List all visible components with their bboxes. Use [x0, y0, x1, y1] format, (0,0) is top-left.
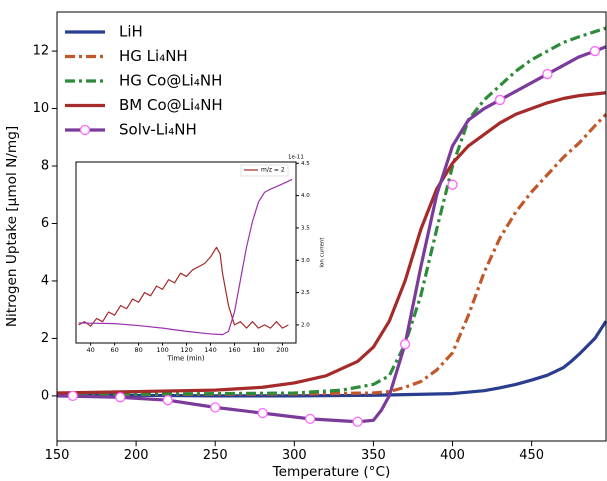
x-tick-label: 350: [361, 448, 386, 463]
x-tick-label: 60: [110, 346, 118, 354]
legend-label: HG Li₄NH: [119, 47, 188, 65]
marker: [352, 416, 363, 427]
y2-tick-label: 2.5: [301, 290, 310, 296]
marker: [399, 339, 411, 350]
x-tick-label: 80: [134, 346, 142, 354]
y2-tick-label: 4.5: [301, 161, 310, 167]
y2-tick-label: 2.0: [301, 322, 310, 328]
y2-offset: 1e-11: [288, 155, 304, 161]
x-axis-label: Temperature (°C): [272, 464, 391, 480]
marker: [589, 45, 601, 57]
y-axis-label: Nitrogen Uptake [μmol N/mg]: [4, 126, 20, 327]
y2-tick-label: 3.5: [301, 225, 310, 231]
x-tick-label: 40: [86, 346, 94, 354]
legend-label: Solv-Li₄NH: [119, 121, 197, 139]
x-tick-label: 140: [204, 346, 216, 354]
marker: [210, 402, 221, 413]
series-line: [78, 178, 293, 336]
marker: [67, 390, 78, 402]
marker: [162, 395, 173, 406]
frame: [75, 161, 297, 344]
marker: [257, 407, 268, 419]
y2-tick-label: 3.0: [301, 258, 310, 264]
series-line: [56, 320, 607, 398]
legend-box: [240, 164, 289, 177]
x-axis-label: Time (min): [167, 355, 205, 363]
x-tick-label: 400: [440, 448, 465, 463]
series-line: [56, 91, 607, 395]
legend-marker: [79, 124, 91, 136]
marker: [304, 413, 316, 425]
x-tick-label: 300: [282, 448, 307, 463]
y2-axis-label: Ion current: [320, 237, 326, 268]
x-tick-label: 200: [276, 346, 288, 354]
x-tick-label: 100: [156, 346, 168, 354]
series-line: [56, 26, 607, 397]
x-tick-label: 180: [252, 346, 264, 354]
y-tick-label: 10: [33, 101, 50, 116]
y-tick-label: 2: [41, 331, 49, 346]
y-tick-label: 6: [41, 216, 49, 231]
y-tick-label: 0: [41, 388, 49, 403]
x-tick-label: 150: [45, 448, 70, 463]
x-tick-label: 200: [124, 448, 149, 463]
x-tick-label: 450: [519, 448, 544, 463]
y2-tick-label: 4.0: [301, 193, 310, 199]
marker: [542, 68, 553, 80]
legend-label: m/z = 2: [261, 167, 285, 174]
y-tick-label: 4: [41, 273, 49, 288]
series-line: [78, 246, 289, 329]
frame: [56, 11, 607, 442]
x-tick-label: 120: [180, 346, 192, 354]
series-line: [57, 113, 607, 397]
legend-label: HG Co@Li₄NH: [119, 72, 222, 90]
marker: [494, 94, 506, 106]
y-tick-label: 12: [33, 44, 50, 59]
marker: [115, 392, 126, 403]
legend-label: BM Co@Li₄NH: [119, 96, 223, 114]
y-tick-label: 8: [41, 159, 49, 174]
plot-area: [76, 162, 296, 343]
legend-label: LiH: [119, 23, 143, 41]
x-tick-label: 250: [203, 448, 228, 463]
x-tick-label: 160: [228, 346, 240, 354]
marker: [447, 179, 458, 190]
